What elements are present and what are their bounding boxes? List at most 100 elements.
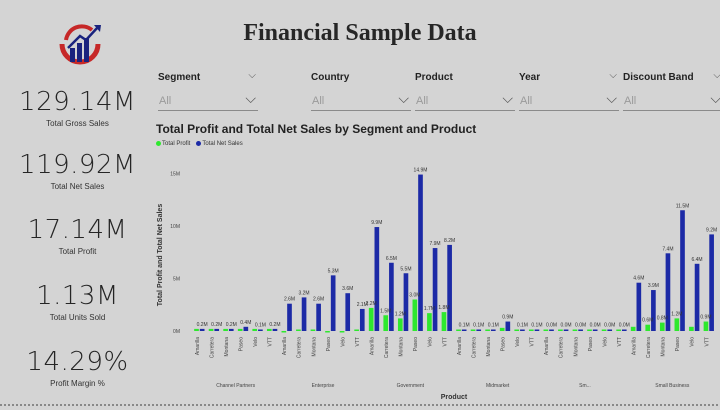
net-sales-bar[interactable] [563, 329, 569, 332]
slicer-country[interactable]: Country All ⌵ [311, 72, 411, 111]
profit-bar[interactable] [528, 329, 534, 332]
net-sales-bar[interactable] [359, 308, 365, 331]
profit-bar[interactable] [252, 328, 258, 331]
chevron-down-icon[interactable]: ⌵ [248, 70, 256, 81]
net-sales-bar[interactable] [228, 328, 234, 331]
net-sales-bar[interactable] [389, 262, 394, 331]
chevron-down-icon[interactable]: ⌵ [398, 91, 409, 107]
slicer-dropdown[interactable]: All ⌵ [158, 91, 258, 111]
net-sales-bar[interactable] [490, 329, 496, 332]
net-sales-bar[interactable] [520, 329, 525, 332]
chevron-down-icon[interactable]: ⌵ [713, 70, 720, 81]
profit-data-label: 1.2M [395, 311, 406, 317]
profit-bar[interactable] [208, 328, 214, 331]
net-sales-bar[interactable] [272, 328, 278, 331]
profit-bar[interactable] [397, 318, 403, 331]
net-sales-bar[interactable] [258, 329, 263, 332]
slicer-dropdown[interactable]: All ⌵ [623, 91, 720, 111]
net-sales-bar[interactable] [636, 282, 642, 331]
profit-bar[interactable] [514, 329, 520, 332]
net-sales-data-label: 0.0M [604, 323, 615, 329]
slicer-product[interactable]: Product All ⌵ [415, 72, 515, 111]
slicer-dropdown[interactable]: All ⌵ [519, 91, 619, 111]
net-sales-data-label: 7.4M [662, 246, 673, 252]
profit-bar[interactable] [470, 329, 476, 332]
profit-bar[interactable] [616, 329, 621, 332]
net-sales-bar[interactable] [680, 210, 685, 331]
profit-bar[interactable] [587, 329, 592, 332]
profit-bar[interactable] [281, 331, 287, 333]
chevron-down-icon[interactable]: ⌵ [609, 70, 617, 81]
slicer-discount-band[interactable]: Discount Band ⌵ All ⌵ [623, 70, 720, 111]
profit-bar[interactable] [456, 329, 461, 332]
net-sales-bar[interactable] [461, 329, 467, 332]
profit-bar[interactable] [296, 329, 301, 332]
profit-bar[interactable] [237, 328, 243, 331]
net-sales-bar[interactable] [665, 253, 671, 331]
profit-bar[interactable] [194, 328, 199, 331]
profit-bar[interactable] [645, 324, 651, 331]
profit-bar[interactable] [427, 313, 432, 331]
net-sales-bar[interactable] [403, 273, 409, 331]
profit-bar[interactable] [689, 326, 694, 331]
x-category-label: Amarilla [370, 337, 376, 355]
net-sales-bar[interactable] [592, 329, 598, 332]
profit-bar[interactable] [703, 321, 709, 331]
x-category-label: Carretera [297, 337, 303, 358]
slicer-dropdown[interactable]: All ⌵ [311, 91, 411, 111]
net-sales-bar[interactable] [694, 263, 700, 331]
profit-bar[interactable] [441, 312, 447, 331]
net-sales-bar[interactable] [316, 303, 321, 331]
net-sales-bar[interactable] [287, 303, 292, 331]
profit-bar[interactable] [499, 327, 505, 331]
net-sales-bar[interactable] [651, 290, 656, 331]
profit-bar[interactable] [485, 329, 490, 332]
profit-bar[interactable] [601, 329, 607, 332]
net-sales-bar[interactable] [432, 248, 438, 331]
profit-bar[interactable] [630, 326, 636, 331]
x-category-label: VTT [355, 337, 361, 346]
net-sales-bar[interactable] [505, 321, 511, 331]
profit-bar[interactable] [266, 328, 272, 331]
net-sales-bar[interactable] [243, 326, 249, 331]
net-sales-bar[interactable] [607, 329, 613, 332]
net-sales-bar[interactable] [330, 275, 336, 331]
slicer-segment[interactable]: Segment ⌵ All ⌵ [158, 70, 258, 111]
net-sales-bar[interactable] [621, 329, 627, 332]
net-sales-bar[interactable] [374, 227, 380, 331]
chevron-down-icon[interactable]: ⌵ [710, 91, 720, 107]
net-sales-bar[interactable] [345, 293, 351, 331]
net-sales-bar[interactable] [549, 329, 554, 332]
net-sales-bar[interactable] [199, 328, 205, 331]
net-sales-bar[interactable] [418, 174, 423, 331]
chevron-down-icon[interactable]: ⌵ [245, 91, 256, 107]
profit-bar[interactable] [412, 299, 418, 332]
net-sales-bar[interactable] [476, 329, 482, 332]
slicer-label: Country [311, 72, 350, 83]
net-sales-bar[interactable] [534, 329, 540, 332]
net-sales-bar[interactable] [709, 234, 714, 331]
profit-bar[interactable] [325, 331, 330, 333]
net-sales-bar[interactable] [447, 244, 452, 331]
net-sales-bar[interactable] [214, 328, 220, 331]
chevron-down-icon[interactable]: ⌵ [502, 91, 513, 107]
slicer-year[interactable]: Year ⌵ All ⌵ [519, 70, 619, 111]
profit-bar[interactable] [674, 318, 680, 331]
legend-item-net-sales[interactable]: Total Net Sales [196, 141, 243, 147]
profit-bar[interactable] [339, 331, 345, 333]
profit-bar[interactable] [659, 322, 665, 331]
profit-bar[interactable] [310, 329, 316, 332]
profit-bar[interactable] [368, 307, 374, 331]
profit-bar[interactable] [354, 329, 359, 332]
net-sales-bar[interactable] [578, 329, 583, 332]
profit-bar[interactable] [543, 329, 549, 332]
net-sales-bar[interactable] [301, 297, 307, 331]
profit-bar[interactable] [383, 315, 389, 331]
slicer-dropdown[interactable]: All ⌵ [415, 91, 515, 111]
legend-item-profit[interactable]: Total Profit [156, 141, 190, 147]
chevron-down-icon[interactable]: ⌵ [606, 91, 617, 107]
profit-bar[interactable] [572, 329, 578, 332]
profit-bar[interactable] [558, 329, 563, 332]
profit-data-label: 0.6M [642, 318, 653, 324]
profit-bar[interactable] [223, 328, 228, 331]
